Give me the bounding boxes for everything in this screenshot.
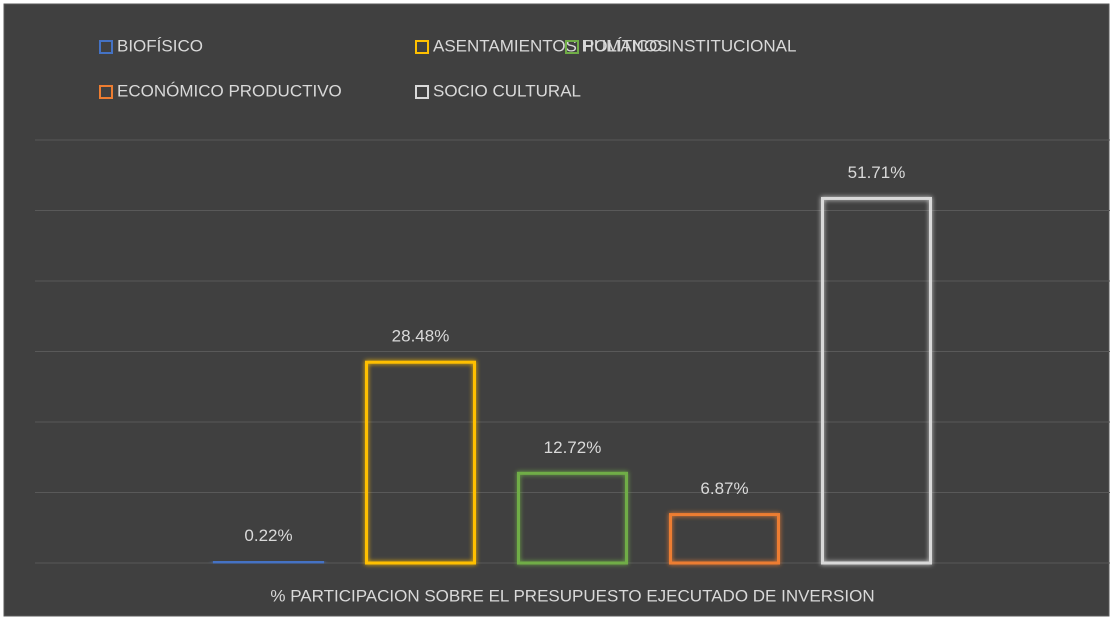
bar (669, 513, 780, 565)
bar (517, 471, 628, 565)
legend-label: SOCIO CULTURAL (433, 81, 581, 100)
data-label: 51.71% (848, 163, 906, 182)
bar (821, 196, 932, 565)
legend-swatch (415, 40, 429, 54)
data-label: 0.22% (244, 526, 292, 545)
data-label: 28.48% (392, 327, 450, 346)
bar (213, 559, 324, 565)
legend-swatch (565, 40, 579, 54)
data-label: 6.87% (700, 479, 748, 498)
legend-label: BIOFÍSICO (117, 36, 203, 55)
legend-swatch (99, 85, 113, 99)
bar (365, 360, 476, 565)
legend-swatch (415, 85, 429, 99)
legend-label: POLÍTICO INSTITUCIONAL (583, 36, 796, 55)
x-tick-label: % PARTICIPACION SOBRE EL PRESUPUESTO EJE… (270, 586, 874, 605)
background (3, 3, 1110, 617)
legend-label: ECONÓMICO PRODUCTIVO (117, 81, 342, 100)
legend-swatch (99, 40, 113, 54)
data-label: 12.72% (544, 438, 602, 457)
legend-label: ASENTAMIENTOS HUMANOS (433, 36, 669, 55)
